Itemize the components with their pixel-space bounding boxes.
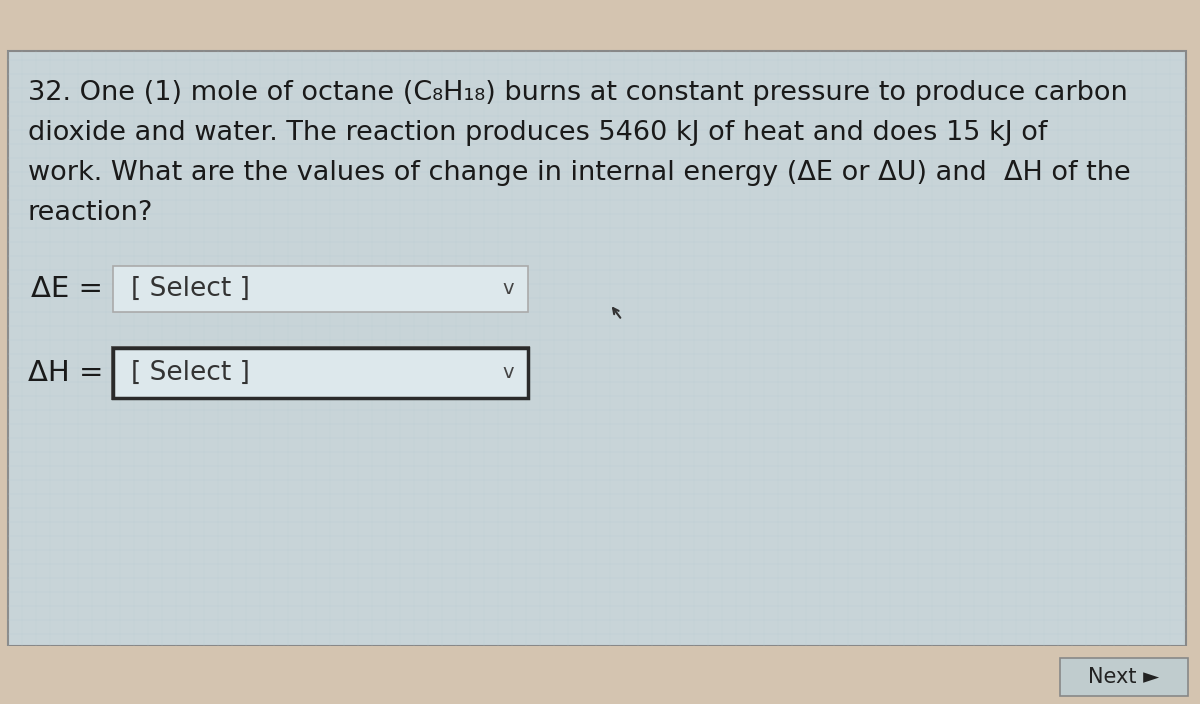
Text: v: v bbox=[503, 279, 514, 298]
FancyBboxPatch shape bbox=[113, 348, 528, 398]
Text: ΔH =: ΔH = bbox=[28, 359, 103, 387]
Text: Next ►: Next ► bbox=[1088, 667, 1159, 687]
Text: [ Select ]: [ Select ] bbox=[131, 360, 250, 386]
FancyBboxPatch shape bbox=[8, 51, 1186, 646]
FancyBboxPatch shape bbox=[1060, 658, 1188, 696]
Text: 32. One (1) mole of octane (C₈H₁₈) burns at constant pressure to produce carbon: 32. One (1) mole of octane (C₈H₁₈) burns… bbox=[28, 80, 1128, 106]
FancyBboxPatch shape bbox=[0, 646, 1200, 704]
Text: ΔE =: ΔE = bbox=[31, 275, 103, 303]
Text: work. What are the values of change in internal energy (ΔE or ΔU) and  ΔH of the: work. What are the values of change in i… bbox=[28, 160, 1130, 186]
Text: reaction?: reaction? bbox=[28, 200, 154, 226]
Text: dioxide and water. The reaction produces 5460 kJ of heat and does 15 kJ of: dioxide and water. The reaction produces… bbox=[28, 120, 1048, 146]
FancyBboxPatch shape bbox=[112, 346, 530, 400]
Text: v: v bbox=[503, 363, 514, 382]
Text: [ Select ]: [ Select ] bbox=[131, 276, 250, 302]
FancyBboxPatch shape bbox=[113, 266, 528, 312]
